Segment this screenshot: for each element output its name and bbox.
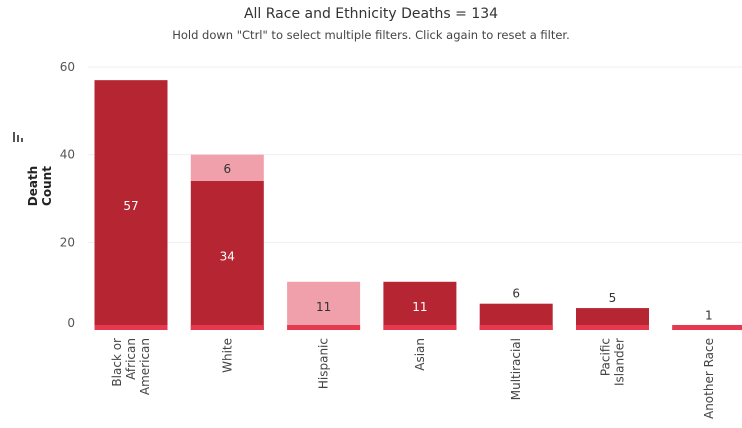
data-label: 34 <box>220 249 235 263</box>
y-tick-label: 0 <box>67 316 75 330</box>
data-label: 6 <box>223 162 231 176</box>
x-category-label[interactable]: Another Race <box>702 338 716 419</box>
x-category-label-line: White <box>220 338 234 373</box>
x-category-label[interactable]: White <box>220 338 234 373</box>
bar-segment[interactable] <box>94 80 168 331</box>
x-category-label-line: Black or <box>110 338 124 387</box>
x-category-label-line: Asian <box>413 338 427 371</box>
data-label: 11 <box>412 300 427 314</box>
bar-segment[interactable] <box>287 281 361 330</box>
chart-subtitle: Hold down "Ctrl" to select multiple filt… <box>172 28 570 42</box>
bar-segment[interactable] <box>190 154 264 181</box>
x-category-label-line: American <box>138 338 152 395</box>
x-category-label[interactable]: Black or African American <box>110 338 152 395</box>
bar-base-strip <box>479 325 553 330</box>
x-category-label[interactable]: Asian <box>413 338 427 371</box>
x-category-label[interactable]: Multiracial <box>509 338 523 400</box>
bar-base-strip <box>190 325 264 330</box>
bar-segment[interactable] <box>190 180 264 330</box>
y-tick-label: 60 <box>60 60 75 74</box>
data-label: 5 <box>609 291 617 305</box>
data-label: 57 <box>123 199 138 213</box>
x-category-label-line: Hispanic <box>317 338 331 389</box>
data-label: 11 <box>316 300 331 314</box>
x-category-label[interactable]: Hispanic <box>317 338 331 389</box>
y-tick-label: 20 <box>60 235 75 249</box>
data-label: 6 <box>512 287 520 301</box>
bar-segment[interactable] <box>576 308 649 330</box>
x-category-label[interactable]: Pacific Islander <box>599 338 627 386</box>
bar-base-strip <box>287 325 361 330</box>
y-tick-label: 40 <box>60 148 75 162</box>
chart-title: All Race and Ethnicity Deaths = 134 <box>243 6 499 22</box>
bar-base-strip <box>383 325 457 330</box>
bar-base-strip <box>576 325 649 330</box>
bar-segment[interactable] <box>383 281 457 330</box>
x-category-label-line: Multiracial <box>509 338 523 400</box>
x-category-label-line: African <box>124 338 138 380</box>
x-category-label-line: Another Race <box>702 338 716 419</box>
x-category-label-line: Islander <box>613 338 627 386</box>
sort-icon[interactable] <box>11 130 25 144</box>
bar-base-strip <box>672 325 742 330</box>
x-category-label-line: Pacific <box>599 338 613 376</box>
data-label: 1 <box>705 309 713 323</box>
bar-base-strip <box>94 325 168 330</box>
